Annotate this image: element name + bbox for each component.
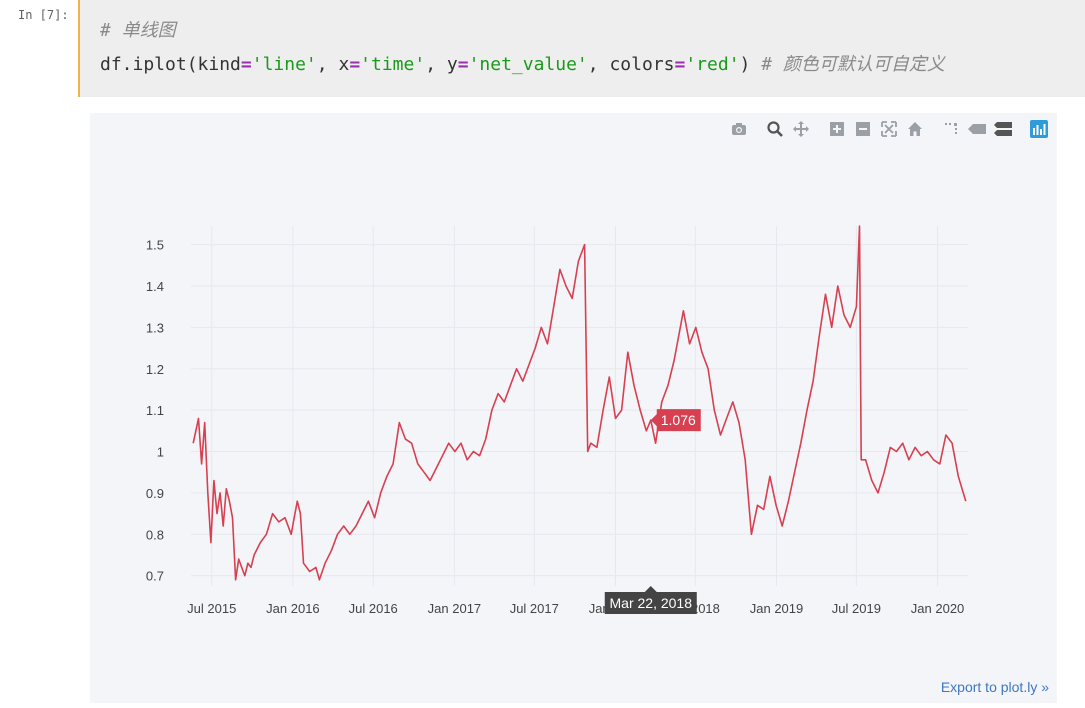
pan-icon[interactable] xyxy=(789,119,813,139)
code-cell: In [7]: # 单线图 df.iplot(kind='line', x='t… xyxy=(0,0,1085,97)
series-layer xyxy=(192,225,967,581)
hover-compare-icon[interactable] xyxy=(991,119,1015,139)
autoscale-icon[interactable] xyxy=(877,119,901,139)
y-tick-label: 1 xyxy=(157,445,164,460)
y-axis: 0.7 0.8 0.9 1 1.1 1.2 1.3 1.4 1.5 xyxy=(146,238,164,584)
y-tick-label: 1.3 xyxy=(146,320,164,335)
y-tick-label: 1.2 xyxy=(146,362,164,377)
x-tick-label: Jul 2017 xyxy=(510,601,559,616)
export-link[interactable]: Export to plot.ly » xyxy=(940,679,1049,695)
x-tick-label: Jan 2017 xyxy=(428,601,482,616)
plot-output: 0.7 0.8 0.9 1 1.1 1.2 1.3 1.4 1.5 Jul 2015 Jan 20… xyxy=(90,113,1057,703)
x-tick-label: Jan 2019 xyxy=(750,601,804,616)
code-comment-title: # 单线图 xyxy=(100,20,176,41)
y-tick-label: 1.4 xyxy=(146,279,164,294)
hover-date-tooltip: Mar 22, 2018 xyxy=(604,586,697,614)
code-kw-y: y xyxy=(446,54,458,75)
hover-value-label: 1.076 xyxy=(661,412,696,428)
x-axis: Jul 2015 Jan 2016 Jul 2016 Jan 2017 Jul 2017… xyxy=(187,601,964,616)
hover-closest-icon[interactable] xyxy=(965,119,989,139)
hover-date-label: Mar 22, 2018 xyxy=(610,595,693,611)
x-tick-label: Jan 2016 xyxy=(266,601,320,616)
code-val-y: 'net_value' xyxy=(468,54,588,75)
zoom-in-icon[interactable] xyxy=(825,119,849,139)
x-tick-label: Jan 2020 xyxy=(911,601,965,616)
code-kw-kind: kind xyxy=(197,54,241,75)
line-chart[interactable]: 0.7 0.8 0.9 1 1.1 1.2 1.3 1.4 1.5 Jul 2015 Jan 20… xyxy=(90,113,1057,703)
spike-lines-icon[interactable] xyxy=(939,119,963,139)
y-tick-label: 0.8 xyxy=(146,527,164,542)
code-val-colors: 'red' xyxy=(685,54,740,75)
code-editor[interactable]: # 单线图 df.iplot(kind='line', x='time', y=… xyxy=(78,0,1085,97)
zoom-out-icon[interactable] xyxy=(851,119,875,139)
grid xyxy=(191,226,968,586)
home-icon[interactable] xyxy=(903,119,927,139)
hover-value-tooltip: 1.076 xyxy=(650,409,701,432)
camera-icon[interactable] xyxy=(727,119,751,139)
series-line[interactable] xyxy=(192,225,967,581)
code-val-kind: 'line' xyxy=(251,54,317,75)
code-val-x: 'time' xyxy=(360,54,426,75)
y-tick-label: 1.5 xyxy=(146,238,164,253)
hover-tooltips: 1.076 Mar 22, 2018 xyxy=(604,409,701,614)
x-tick-label: Jul 2015 xyxy=(187,601,236,616)
code-text[interactable]: # 单线图 df.iplot(kind='line', x='time', y=… xyxy=(100,20,945,75)
zoom-icon[interactable] xyxy=(763,119,787,139)
cell-prompt: In [7]: xyxy=(18,8,69,22)
code-kw-x: x xyxy=(338,54,350,75)
code-comment-color: # 颜色可默认可自定义 xyxy=(761,54,945,75)
x-tick-label: Jul 2019 xyxy=(832,601,881,616)
code-fn: df.iplot( xyxy=(100,54,198,75)
y-tick-label: 1.1 xyxy=(146,403,164,418)
x-tick-label: Jul 2016 xyxy=(349,601,398,616)
code-close: ) xyxy=(739,54,751,75)
y-tick-label: 0.9 xyxy=(146,486,164,501)
plotly-logo-icon[interactable] xyxy=(1027,119,1051,139)
code-kw-colors: colors xyxy=(609,54,675,75)
modebar xyxy=(727,119,1051,139)
y-tick-label: 0.7 xyxy=(146,569,164,584)
